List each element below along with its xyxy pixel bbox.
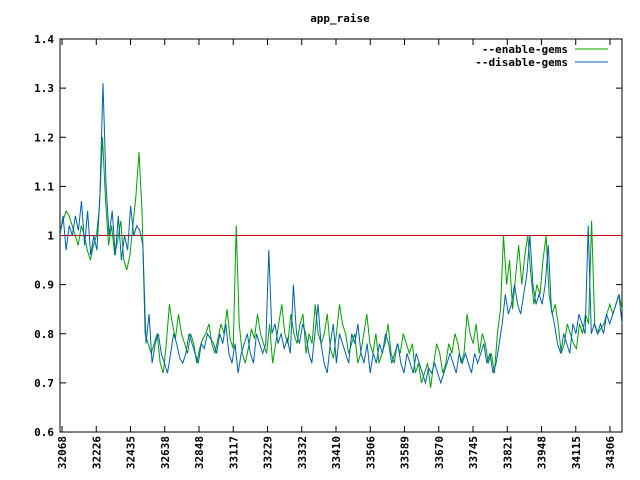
series-line-enable-gems <box>59 137 623 388</box>
chart-title: app_raise <box>310 12 370 25</box>
y-tick-label: 0.8 <box>34 328 54 341</box>
y-tick-label: 1.2 <box>34 131 54 144</box>
x-tick-label: 33948 <box>536 436 549 469</box>
series-group <box>59 83 623 388</box>
y-tick-label: 1 <box>47 230 54 243</box>
x-tick-label: 32848 <box>193 436 206 469</box>
x-tick-label: 33821 <box>501 436 514 469</box>
x-tick-label: 32435 <box>125 436 138 469</box>
x-tick-label: 33670 <box>433 436 446 469</box>
x-tick-label: 34306 <box>604 436 617 469</box>
x-tick-label: 32638 <box>159 436 172 469</box>
legend-label-disable-gems: --disable-gems <box>475 56 568 69</box>
y-tick-label: 1.3 <box>34 82 54 95</box>
x-tick-label: 33589 <box>399 436 412 469</box>
legend-label-enable-gems: --enable-gems <box>482 43 568 56</box>
x-tick-label: 33332 <box>296 436 309 469</box>
x-tick-label: 33117 <box>227 436 240 469</box>
x-tick-label: 33410 <box>330 436 343 469</box>
y-tick-label: 0.7 <box>34 377 54 390</box>
y-tick-label: 0.9 <box>34 279 54 292</box>
y-tick-label: 0.6 <box>34 426 54 439</box>
series-line-disable-gems <box>59 83 623 385</box>
x-tick-label: 33745 <box>467 436 480 469</box>
x-axis: 32068 32226 32435 32638 32848 33117 33229 33332… <box>56 39 617 469</box>
legend: --enable-gems --disable-gems <box>475 43 608 69</box>
x-tick-label: 33506 <box>364 436 377 469</box>
x-tick-label: 33229 <box>262 436 275 469</box>
y-tick-label: 1.4 <box>34 33 54 46</box>
x-tick-label: 34115 <box>570 436 583 469</box>
y-tick-label: 1.1 <box>34 180 54 193</box>
x-tick-label: 32226 <box>90 436 103 469</box>
x-tick-label: 32068 <box>56 436 69 469</box>
y-axis: 0.6 0.7 0.8 0.9 1 1.1 1.2 1.3 1.4 <box>34 33 622 439</box>
